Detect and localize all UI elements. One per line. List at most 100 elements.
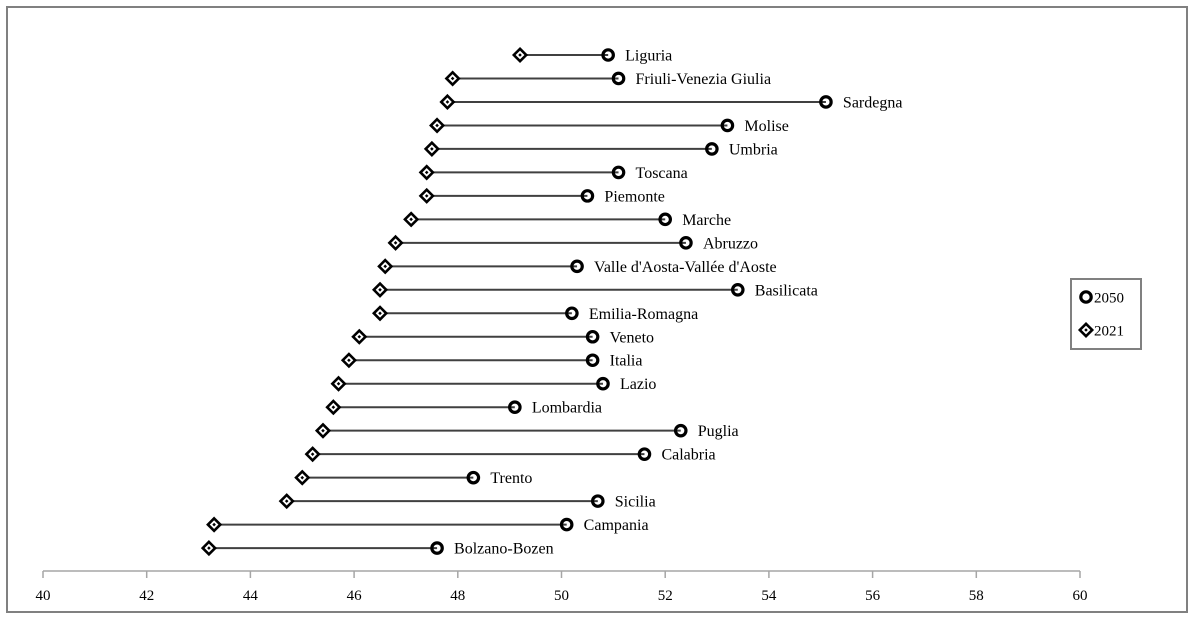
marker-2050 (705, 142, 719, 156)
marker-2050 (611, 165, 626, 180)
region-label: Abruzzo (703, 235, 758, 252)
region-label: Sardegna (843, 94, 903, 111)
legend: 2050 2021 (1070, 278, 1142, 350)
x-tick-label: 50 (554, 588, 569, 604)
marker-2050 (730, 282, 745, 297)
dumbbell-row: Emilia-Romagna (371, 305, 698, 323)
x-axis: 40 42 44 46 48 50 52 54 56 58 60 (36, 570, 1088, 604)
marker-2050 (673, 423, 688, 438)
marker-2021 (423, 140, 440, 157)
marker-2050 (508, 400, 522, 414)
region-label: Liguria (625, 48, 672, 65)
legend-ring-icon (1079, 290, 1093, 304)
dumbbell-row: Campania (206, 516, 649, 534)
legend-item-2050: 2050 (1079, 290, 1124, 307)
region-label: Toscana (636, 165, 688, 182)
region-label: Molise (744, 118, 788, 135)
marker-2021 (418, 187, 435, 204)
region-label: Piemonte (604, 188, 664, 205)
marker-2021 (330, 375, 347, 392)
marker-2021 (200, 540, 217, 557)
dumbbell-row: Veneto (351, 328, 654, 346)
marker-2021 (371, 281, 389, 298)
marker-2021 (340, 352, 357, 369)
dumbbell-row: Lombardia (325, 399, 602, 417)
marker-2021 (325, 399, 342, 416)
legend-label: 2021 (1094, 324, 1124, 340)
dumbbell-row: Liguria (511, 46, 672, 65)
x-tick-label: 52 (658, 588, 673, 604)
x-tick-label: 60 (1073, 588, 1088, 604)
marker-2050 (720, 118, 735, 133)
dumbbell-row: Italia (340, 352, 643, 370)
dumbbell-row: Lazio (330, 375, 656, 393)
x-tick-label: 56 (865, 588, 881, 604)
marker-2050 (819, 95, 833, 109)
legend-label: 2050 (1094, 291, 1124, 307)
region-label: Lazio (620, 376, 656, 393)
x-tick-label: 58 (969, 588, 984, 604)
dumbbell-row: Sardegna (439, 93, 903, 111)
dumbbell-row: Toscana (418, 164, 688, 182)
marker-2021 (206, 516, 223, 533)
marker-2050 (466, 470, 481, 485)
dumbbell-row: Puglia (314, 422, 739, 440)
marker-2021 (314, 422, 332, 439)
marker-2050 (585, 353, 600, 368)
marker-2050 (611, 71, 626, 86)
marker-2050 (570, 259, 584, 274)
region-label: Veneto (610, 329, 654, 346)
legend-item-2021: 2021 (1077, 321, 1124, 340)
marker-2021 (294, 469, 311, 486)
chart-frame (6, 6, 1188, 613)
marker-2050 (430, 541, 444, 555)
x-tick-label: 42 (139, 588, 154, 604)
marker-2021 (403, 211, 420, 228)
dumbbell-row: Friuli-Venezia Giulia (444, 70, 772, 88)
dumbbell-row: Umbria (423, 140, 778, 158)
dumbbell-row: Basilicata (371, 281, 818, 299)
region-label: Friuli-Venezia Giulia (636, 71, 772, 88)
region-label: Trento (490, 470, 532, 487)
region-label: Marche (682, 212, 731, 229)
dumbbell-row: Valle d'Aosta-Vallée d'Aoste (377, 258, 777, 276)
marker-2050 (559, 517, 574, 532)
region-label: Lombardia (532, 400, 602, 417)
dumbbell-row: Sicilia (278, 493, 656, 511)
x-tick-label: 40 (36, 588, 51, 604)
marker-2021 (371, 305, 389, 322)
marker-2021 (304, 446, 321, 463)
marker-2021 (444, 70, 461, 87)
marker-2050 (658, 212, 672, 227)
region-label: Emilia-Romagna (589, 306, 698, 323)
x-tick-label: 54 (761, 588, 777, 604)
marker-2021 (439, 93, 456, 110)
region-label: Sicilia (615, 494, 656, 511)
region-label: Campania (584, 517, 649, 534)
marker-2050 (580, 189, 595, 203)
region-label: Bolzano-Bozen (454, 541, 554, 558)
marker-2021 (278, 493, 295, 510)
x-tick-label: 48 (450, 588, 465, 604)
plot-area: Liguria Friuli-Venezia Giulia Sardegna Moli… (200, 46, 903, 558)
dumbbell-row: Calabria (304, 446, 716, 464)
legend-diamond-icon (1077, 321, 1095, 339)
marker-2050 (590, 494, 605, 508)
x-tick-label: 44 (243, 588, 259, 604)
legend-box (1070, 278, 1142, 350)
dumbbell-row: Marche (403, 211, 731, 229)
marker-2050 (601, 48, 615, 62)
marker-2021 (377, 258, 394, 275)
marker-2050 (565, 306, 579, 321)
marker-2021 (418, 164, 435, 181)
region-label: Calabria (661, 447, 715, 464)
marker-2021 (351, 328, 368, 345)
marker-2050 (585, 329, 600, 344)
dumbbell-row: Bolzano-Bozen (200, 540, 554, 558)
dumbbell-row: Piemonte (418, 187, 665, 205)
region-label: Italia (610, 353, 643, 370)
marker-2021 (387, 234, 404, 251)
x-tick-label: 46 (347, 588, 363, 604)
region-label: Puglia (698, 423, 739, 440)
